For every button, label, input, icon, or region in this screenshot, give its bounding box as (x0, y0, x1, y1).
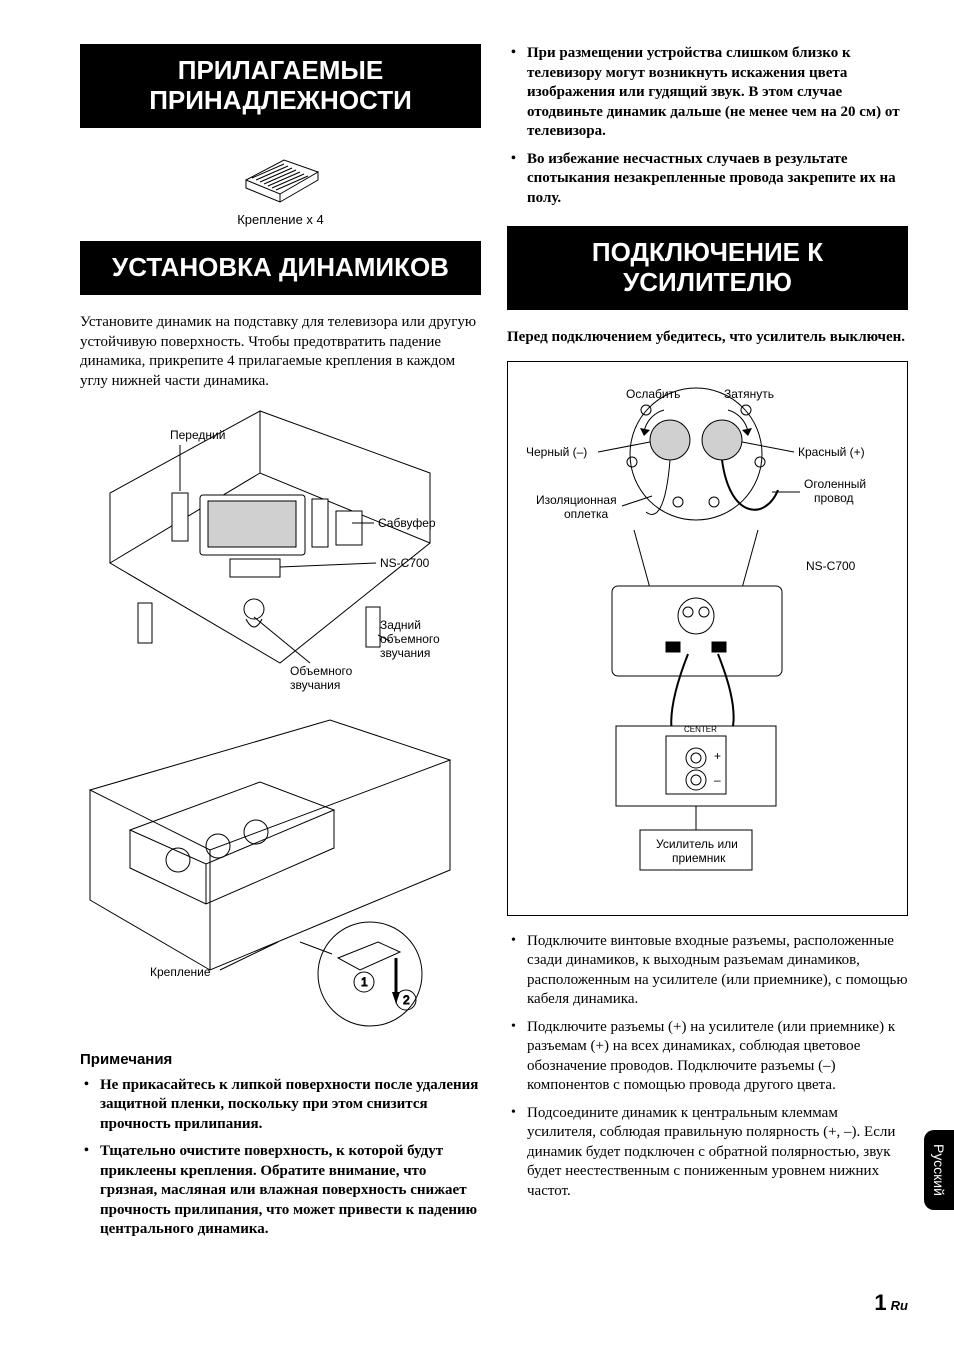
room-diagram: Передний Сабвуфер NS-C700 Задний объемно… (80, 403, 481, 710)
connection-bullets: Подключите винтовые входные разъемы, рас… (507, 932, 908, 1202)
left-column: ПРИЛАГАЕМЫЕ ПРИНАДЛЕЖНОСТИ Крепление х 4… (80, 44, 481, 1248)
label-model: NS-C700 (380, 556, 430, 570)
note-1: Не прикасайтесь к липкой поверхности пос… (80, 1076, 481, 1135)
label-amp-2: приемник (672, 851, 726, 865)
bracket-install-diagram: 1 2 Крепление (80, 710, 481, 1037)
label-surround-back-1: Задний (380, 618, 421, 632)
connect-intro: Перед подключением убедитесь, что усилит… (507, 328, 908, 348)
label-surround-back-2: объемного (380, 632, 440, 646)
connection-diagram: Ослабить Затянуть Черный (–) Красный (+)… (507, 361, 908, 916)
label-plus: + (714, 749, 721, 763)
accessory-figure: Крепление х 4 (80, 146, 481, 229)
page-number-suffix: Ru (891, 1298, 908, 1313)
top-bullet-1: При размещении устройства слишком близко… (507, 44, 908, 142)
header-connect: ПОДКЛЮЧЕНИЕ К УСИЛИТЕЛЮ (507, 226, 908, 310)
top-bullet-2: Во избежание несчастных случаев в резуль… (507, 150, 908, 209)
page-number-value: 1 (874, 1290, 886, 1315)
language-tab: Русский (924, 1130, 954, 1210)
step2-label: 2 (403, 993, 410, 1007)
top-warning-list: При размещении устройства слишком близко… (507, 44, 908, 208)
right-column: При размещении устройства слишком близко… (507, 44, 908, 1248)
conn-bullet-1: Подключите винтовые входные разъемы, рас… (507, 932, 908, 1010)
label-bare-1: Оголенный (804, 477, 866, 491)
label-front: Передний (170, 428, 225, 442)
header-accessories: ПРИЛАГАЕМЫЕ ПРИНАДЛЕЖНОСТИ (80, 44, 481, 128)
notes-title: Примечания (80, 1050, 481, 1070)
label-surround-2: звучания (290, 678, 340, 692)
label-bracket: Крепление (150, 965, 211, 979)
label-insulation-1: Изоляционная (536, 493, 617, 507)
label-tighten: Затянуть (724, 387, 774, 401)
label-black-neg: Черный (–) (526, 445, 587, 459)
label-insulation-2: оплетка (564, 507, 608, 521)
label-surround-back-3: звучания (380, 646, 430, 660)
note-2: Тщательно очистите поверхность, к которо… (80, 1142, 481, 1240)
label-speaker-model: NS-C700 (806, 559, 856, 573)
label-bare-2: провод (814, 491, 854, 505)
page-number: 1 Ru (874, 1289, 908, 1318)
header-install: УСТАНОВКА ДИНАМИКОВ (80, 241, 481, 295)
label-center: CENTER (684, 725, 717, 734)
conn-bullet-3: Подсоедините динамик к центральным клемм… (507, 1104, 908, 1202)
label-surround-1: Объемного (290, 664, 353, 678)
page-root: ПРИЛАГАЕМЫЕ ПРИНАДЛЕЖНОСТИ Крепление х 4… (0, 0, 954, 1288)
notes-list: Не прикасайтесь к липкой поверхности пос… (80, 1076, 481, 1240)
accessory-caption: Крепление х 4 (80, 212, 481, 229)
bracket-illustration (226, 146, 336, 206)
label-minus: – (714, 773, 721, 787)
conn-bullet-2: Подключите разъемы (+) на усилителе (или… (507, 1018, 908, 1096)
label-red-pos: Красный (+) (798, 445, 865, 459)
step1-label: 1 (361, 975, 368, 989)
install-body: Установите динамик на подставку для теле… (80, 313, 481, 391)
label-amp-1: Усилитель или (656, 837, 738, 851)
label-subwoofer: Сабвуфер (378, 516, 436, 530)
label-loosen: Ослабить (626, 387, 680, 401)
